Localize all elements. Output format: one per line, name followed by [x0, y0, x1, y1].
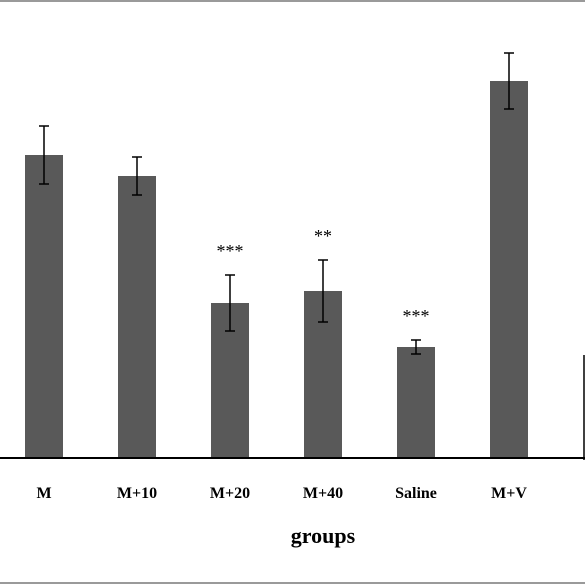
bars-group [25, 81, 528, 458]
error-bars-group [39, 52, 514, 355]
x-tick-label: M+20 [210, 485, 250, 502]
x-tick-label: M+40 [303, 485, 343, 502]
bar-saline [397, 347, 435, 458]
bar-m-10 [118, 176, 156, 458]
x-axis-title: groups [291, 523, 356, 548]
plot-frame-top [0, 0, 585, 2]
x-tick-label: M [36, 485, 51, 502]
significance-label: ** [314, 226, 332, 246]
significance-label: *** [217, 241, 244, 261]
significance-labels-group: ******** [217, 226, 430, 326]
plot-frame-bottom [0, 582, 585, 584]
bar-m-v [490, 81, 528, 458]
bar-m [25, 155, 63, 458]
x-tick-label: M+V [491, 485, 527, 502]
x-tick-label: Saline [395, 485, 437, 502]
x-tick-labels-group: M M+10 M+20 M+40 Saline M+V [36, 485, 527, 502]
x-tick-label: M+10 [117, 485, 157, 502]
significance-label: *** [403, 306, 430, 326]
